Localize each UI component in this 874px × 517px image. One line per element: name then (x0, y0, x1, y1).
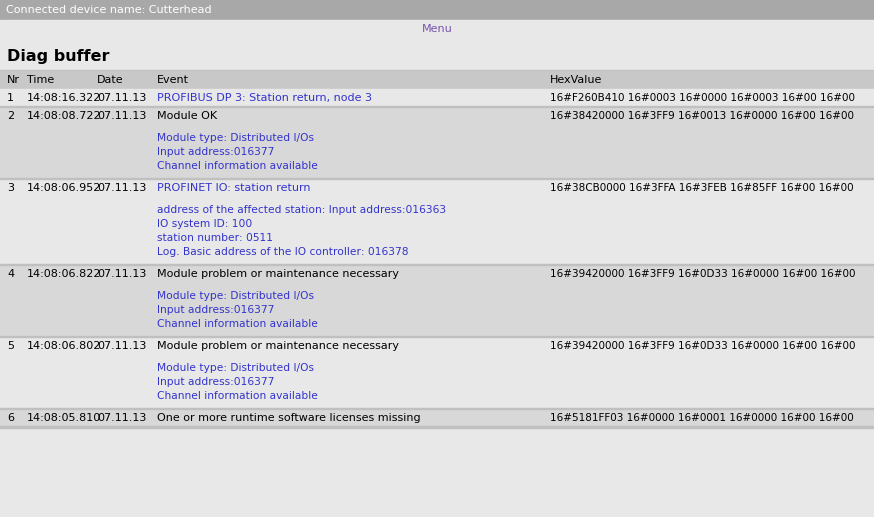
Bar (0, 0, 874, 20)
Text: Connected device name: Cutterhead: Connected device name: Cutterhead (6, 5, 212, 15)
Bar (0, 197, 874, 265)
Text: Input address:016377: Input address:016377 (157, 147, 274, 157)
Bar (0, 337, 874, 355)
Text: 2: 2 (7, 111, 14, 121)
Text: address of the affected station: Input address:016363: address of the affected station: Input a… (157, 205, 446, 215)
Text: Diag buffer: Diag buffer (7, 49, 109, 64)
Text: Nr: Nr (7, 75, 20, 85)
Text: 4: 4 (7, 269, 14, 279)
Bar (0, 125, 874, 179)
Bar (0, 179, 874, 197)
Text: 07.11.13: 07.11.13 (97, 111, 146, 121)
Bar (0, 265, 874, 283)
Bar (0, 71, 874, 89)
Text: Module OK: Module OK (157, 111, 217, 121)
Text: 16#39420000 16#3FF9 16#0D33 16#0000 16#00 16#00: 16#39420000 16#3FF9 16#0D33 16#0000 16#0… (550, 341, 856, 351)
Text: Event: Event (157, 75, 189, 85)
Bar (0, 283, 874, 337)
Text: 07.11.13: 07.11.13 (97, 183, 146, 193)
Text: 14:08:06.952: 14:08:06.952 (27, 183, 101, 193)
Bar (0, 106, 874, 107)
Text: station number: 0511: station number: 0511 (157, 233, 273, 243)
Text: 14:08:05.810: 14:08:05.810 (27, 413, 101, 423)
Text: Date: Date (97, 75, 123, 85)
Text: 16#38420000 16#3FF9 16#0013 16#0000 16#00 16#00: 16#38420000 16#3FF9 16#0013 16#0000 16#0… (550, 111, 854, 121)
Text: 16#F260B410 16#0003 16#0000 16#0003 16#00 16#00: 16#F260B410 16#0003 16#0000 16#0003 16#0… (550, 93, 855, 103)
Bar (0, 20, 874, 38)
Text: Channel information available: Channel information available (157, 319, 318, 329)
Text: 07.11.13: 07.11.13 (97, 413, 146, 423)
Text: 16#38CB0000 16#3FFA 16#3FEB 16#85FF 16#00 16#00: 16#38CB0000 16#3FFA 16#3FEB 16#85FF 16#0… (550, 183, 854, 193)
Text: 07.11.13: 07.11.13 (97, 341, 146, 351)
Text: Log. Basic address of the IO controller: 016378: Log. Basic address of the IO controller:… (157, 247, 408, 257)
Bar (0, 409, 874, 427)
Bar (0, 336, 874, 337)
Text: Module type: Distributed I/Os: Module type: Distributed I/Os (157, 291, 314, 301)
Bar (0, 89, 874, 107)
Text: 14:08:06.802: 14:08:06.802 (27, 341, 101, 351)
Text: PROFINET IO: station return: PROFINET IO: station return (157, 183, 310, 193)
Bar (0, 427, 874, 428)
Text: Module type: Distributed I/Os: Module type: Distributed I/Os (157, 133, 314, 143)
Text: One or more runtime software licenses missing: One or more runtime software licenses mi… (157, 413, 420, 423)
Text: PROFIBUS DP 3: Station return, node 3: PROFIBUS DP 3: Station return, node 3 (157, 93, 372, 103)
Text: Module problem or maintenance necessary: Module problem or maintenance necessary (157, 269, 399, 279)
Text: Channel information available: Channel information available (157, 161, 318, 171)
Text: 3: 3 (7, 183, 14, 193)
Text: 14:08:16.322: 14:08:16.322 (27, 93, 101, 103)
Text: IO system ID: 100: IO system ID: 100 (157, 219, 253, 229)
Text: Time: Time (27, 75, 54, 85)
Text: Module problem or maintenance necessary: Module problem or maintenance necessary (157, 341, 399, 351)
Text: 5: 5 (7, 341, 14, 351)
Text: HexValue: HexValue (550, 75, 602, 85)
Bar (0, 70, 874, 71)
Bar (0, 408, 874, 409)
Bar (0, 355, 874, 409)
Text: 16#39420000 16#3FF9 16#0D33 16#0000 16#00 16#00: 16#39420000 16#3FF9 16#0D33 16#0000 16#0… (550, 269, 856, 279)
Bar (0, 426, 874, 427)
Bar (0, 178, 874, 179)
Text: 14:08:08.722: 14:08:08.722 (27, 111, 101, 121)
Text: Channel information available: Channel information available (157, 391, 318, 401)
Text: 07.11.13: 07.11.13 (97, 93, 146, 103)
Text: Input address:016377: Input address:016377 (157, 377, 274, 387)
Text: Menu: Menu (421, 24, 453, 34)
Text: 07.11.13: 07.11.13 (97, 269, 146, 279)
Text: 14:08:06.822: 14:08:06.822 (27, 269, 101, 279)
Text: 1: 1 (7, 93, 14, 103)
Text: Input address:016377: Input address:016377 (157, 305, 274, 315)
Text: 6: 6 (7, 413, 14, 423)
Text: Module type: Distributed I/Os: Module type: Distributed I/Os (157, 363, 314, 373)
Text: 16#5181FF03 16#0000 16#0001 16#0000 16#00 16#00: 16#5181FF03 16#0000 16#0001 16#0000 16#0… (550, 413, 854, 423)
Bar (0, 107, 874, 125)
Bar (0, 264, 874, 265)
